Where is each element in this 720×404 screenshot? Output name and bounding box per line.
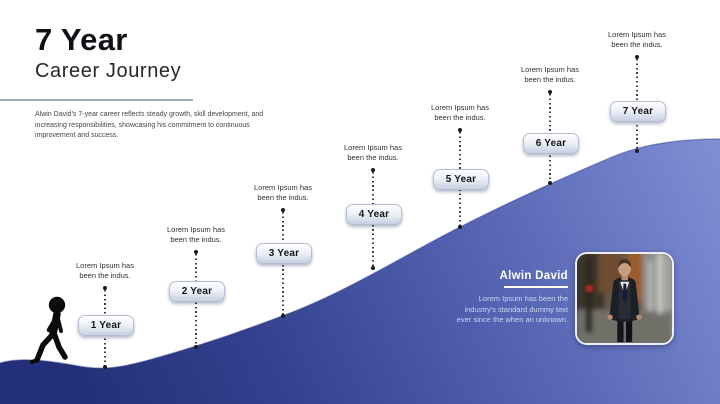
milestone-top-dot xyxy=(457,127,463,133)
milestone-top-dot xyxy=(634,54,640,60)
milestone-wave-dot xyxy=(280,313,286,319)
intro-description: Alwin David's 7-year career reflects ste… xyxy=(35,111,264,139)
milestone-top-dot xyxy=(280,207,286,213)
wave-fill xyxy=(0,139,720,404)
milestone-wave-dot xyxy=(102,364,108,370)
title-divider-line xyxy=(0,99,193,101)
walking-person-icon xyxy=(30,296,68,364)
milestone-wave-dot xyxy=(193,344,199,350)
man-in-suit-photo xyxy=(577,254,672,343)
milestone-year-badge: 7 Year xyxy=(610,100,666,122)
suited-man-figure xyxy=(607,258,642,343)
milestone-note: Lorem Ipsum has been the indus. xyxy=(254,183,312,202)
milestone-dotted-line xyxy=(282,212,284,316)
milestone-note: Lorem Ipsum has been the indus. xyxy=(344,143,402,162)
milestone-top-dot xyxy=(370,167,376,173)
milestone-note: Lorem Ipsum has been the indus. xyxy=(431,103,489,122)
milestone-year-badge: 6 Year xyxy=(523,132,579,154)
milestone-year-badge: 1 Year xyxy=(78,314,134,336)
milestone-top-dot xyxy=(193,249,199,255)
milestone-top-dot xyxy=(547,89,553,95)
milestone-note: Lorem Ipsum has been the indus. xyxy=(76,261,134,280)
milestone-wave-dot xyxy=(547,180,553,186)
milestone-wave-dot xyxy=(457,224,463,230)
profile-bio: Lorem Ipsum has been the industry's stan… xyxy=(456,294,568,324)
milestone-note: Lorem Ipsum has been the indus. xyxy=(167,225,225,244)
milestone-note: Lorem Ipsum has been the indus. xyxy=(608,30,666,49)
wave-edge-line xyxy=(0,138,720,369)
milestone-note: Lorem Ipsum has been the indus. xyxy=(521,65,579,84)
header: 7 Year Career Journey xyxy=(35,22,182,83)
milestone-year-badge: 4 Year xyxy=(346,203,402,225)
milestone-year-badge: 2 Year xyxy=(169,280,225,302)
profile-photo xyxy=(575,252,674,345)
milestone-year-badge: 5 Year xyxy=(433,168,489,190)
milestone-wave-dot xyxy=(634,148,640,154)
profile-name: Alwin David xyxy=(499,270,568,282)
milestone-wave-dot xyxy=(370,265,376,271)
page-title: 7 Year xyxy=(35,22,128,57)
profile-name-underline xyxy=(504,286,568,288)
milestone-top-dot xyxy=(102,285,108,291)
milestone-year-badge: 3 Year xyxy=(256,242,312,264)
page-subtitle: Career Journey xyxy=(35,59,182,82)
profile-text-block: Alwin David Lorem Ipsum has been the ind… xyxy=(450,270,568,326)
